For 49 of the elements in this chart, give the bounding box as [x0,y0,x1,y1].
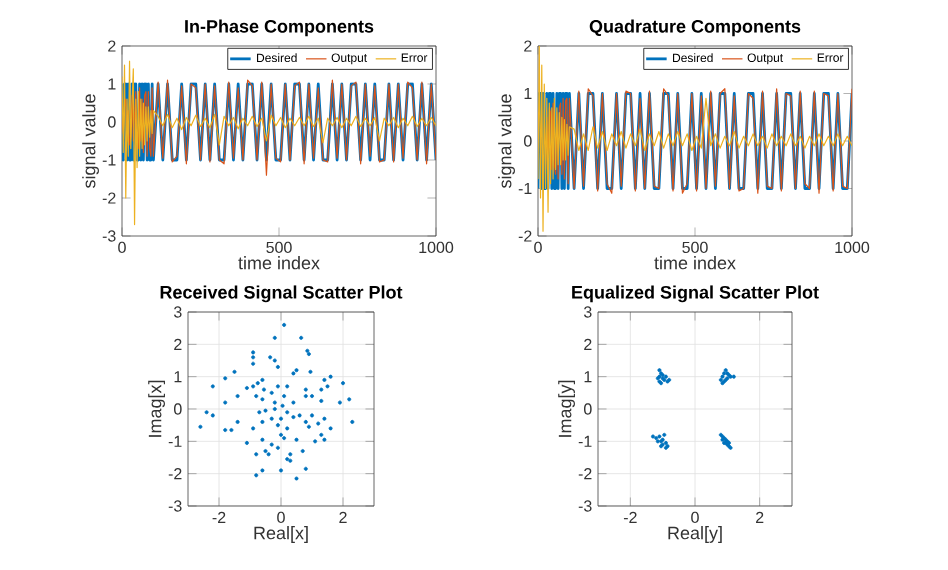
x-tick-label: 2 [339,511,347,523]
chart-title: Equalized Signal Scatter Plot [572,285,819,303]
y-tick-label: 3 [583,306,592,318]
x-tick-label: 0 [534,241,542,254]
x-tick-label: 1000 [419,241,454,254]
chart-title: In-Phase Components [185,19,374,37]
y-tick-label: -1 [168,435,182,447]
y-tick-label: 2 [524,40,532,52]
x-tick-label: 1000 [835,241,870,254]
y-tick-label: 0 [524,135,532,147]
x-tick-label: 500 [266,241,292,254]
y-axis-title: Imag[y] [558,380,575,437]
y-axis-title: Imag[x] [148,380,165,437]
y-tick-label: -1 [102,154,116,166]
y-tick-label: 2 [584,338,592,350]
chart-title: Quadrature Components [589,19,801,37]
y-tick-label: 0 [174,403,182,415]
x-axis-title: Real[x] [254,526,308,543]
y-tick-label: 1 [108,78,116,90]
y-tick-label: -2 [578,468,592,480]
y-tick-label: 1 [584,371,592,383]
x-axis-title: Real[y] [668,526,722,543]
x-tick-label: 0 [118,241,126,254]
y-tick-label: -1 [518,183,532,195]
x-tick-label: 2 [756,511,764,523]
y-tick-label: 1 [174,371,182,383]
y-tick-label: -2 [168,468,182,480]
y-tick-label: -2 [102,192,116,204]
x-tick-label: 0 [691,511,699,524]
chart-title: Received Signal Scatter Plot [160,285,403,303]
y-tick-label: 2 [174,338,182,350]
y-tick-label: -3 [102,230,116,242]
x-axis-title: time index [238,256,320,270]
x-axis-title: time index [654,256,736,270]
x-tick-label: -2 [212,511,226,523]
y-axis-title: signal value [498,94,515,189]
y-tick-label: -3 [578,500,592,512]
y-tick-label: 3 [173,306,182,318]
x-tick-label: 0 [277,511,285,524]
y-tick-label: 0 [584,403,592,415]
y-tick-label: 0 [108,116,116,128]
y-axis-title: signal value [82,94,99,189]
y-tick-label: -2 [518,230,532,242]
y-tick-label: -1 [578,435,592,447]
y-tick-label: 1 [524,88,532,100]
y-tick-label: 2 [108,40,116,52]
x-tick-label: -2 [623,511,637,523]
y-tick-label: -3 [168,500,182,512]
x-tick-label: 500 [682,241,708,254]
